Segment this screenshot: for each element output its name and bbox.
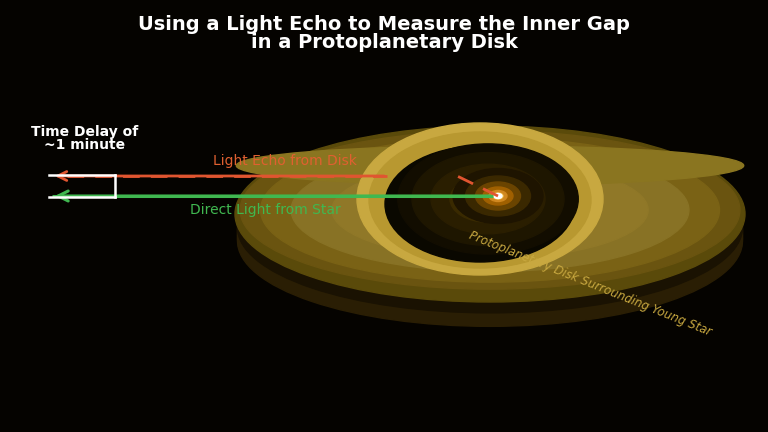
Ellipse shape xyxy=(412,152,564,245)
Text: Protoplanetary Disk Surrounding Young Star: Protoplanetary Disk Surrounding Young St… xyxy=(467,229,713,339)
Ellipse shape xyxy=(475,182,521,210)
Ellipse shape xyxy=(237,152,743,324)
Ellipse shape xyxy=(398,144,578,254)
Ellipse shape xyxy=(291,149,689,272)
Ellipse shape xyxy=(237,148,743,319)
Ellipse shape xyxy=(464,184,511,213)
Ellipse shape xyxy=(357,123,603,275)
Ellipse shape xyxy=(495,194,501,197)
Ellipse shape xyxy=(235,126,745,302)
Ellipse shape xyxy=(240,131,740,289)
Ellipse shape xyxy=(237,146,743,318)
Ellipse shape xyxy=(237,135,743,305)
Ellipse shape xyxy=(237,130,743,301)
Ellipse shape xyxy=(237,156,743,326)
Text: Time Delay of: Time Delay of xyxy=(31,125,139,139)
Ellipse shape xyxy=(237,151,743,322)
Ellipse shape xyxy=(237,132,743,302)
Ellipse shape xyxy=(483,187,513,205)
Text: Using a Light Echo to Measure the Inner Gap: Using a Light Echo to Measure the Inner … xyxy=(138,15,630,34)
Ellipse shape xyxy=(237,142,743,313)
Ellipse shape xyxy=(431,164,545,234)
Ellipse shape xyxy=(465,176,531,216)
Ellipse shape xyxy=(237,141,743,311)
Text: Direct Light from Star: Direct Light from Star xyxy=(190,203,340,217)
Ellipse shape xyxy=(237,136,743,307)
Ellipse shape xyxy=(237,146,743,185)
Ellipse shape xyxy=(453,168,543,223)
Ellipse shape xyxy=(237,133,743,304)
Ellipse shape xyxy=(237,138,743,308)
Text: in a Protoplanetary Disk: in a Protoplanetary Disk xyxy=(250,32,518,51)
Ellipse shape xyxy=(494,194,502,198)
Ellipse shape xyxy=(237,145,743,316)
Ellipse shape xyxy=(332,162,648,258)
Ellipse shape xyxy=(450,176,526,222)
Ellipse shape xyxy=(237,139,743,310)
Ellipse shape xyxy=(385,146,575,262)
Ellipse shape xyxy=(237,149,743,321)
Ellipse shape xyxy=(237,154,743,325)
Ellipse shape xyxy=(489,191,507,201)
Ellipse shape xyxy=(237,143,743,314)
Text: ~1 minute: ~1 minute xyxy=(45,138,125,152)
Ellipse shape xyxy=(260,138,720,282)
Text: Light Echo from Disk: Light Echo from Disk xyxy=(213,154,357,168)
Ellipse shape xyxy=(369,132,591,268)
Ellipse shape xyxy=(493,193,503,199)
